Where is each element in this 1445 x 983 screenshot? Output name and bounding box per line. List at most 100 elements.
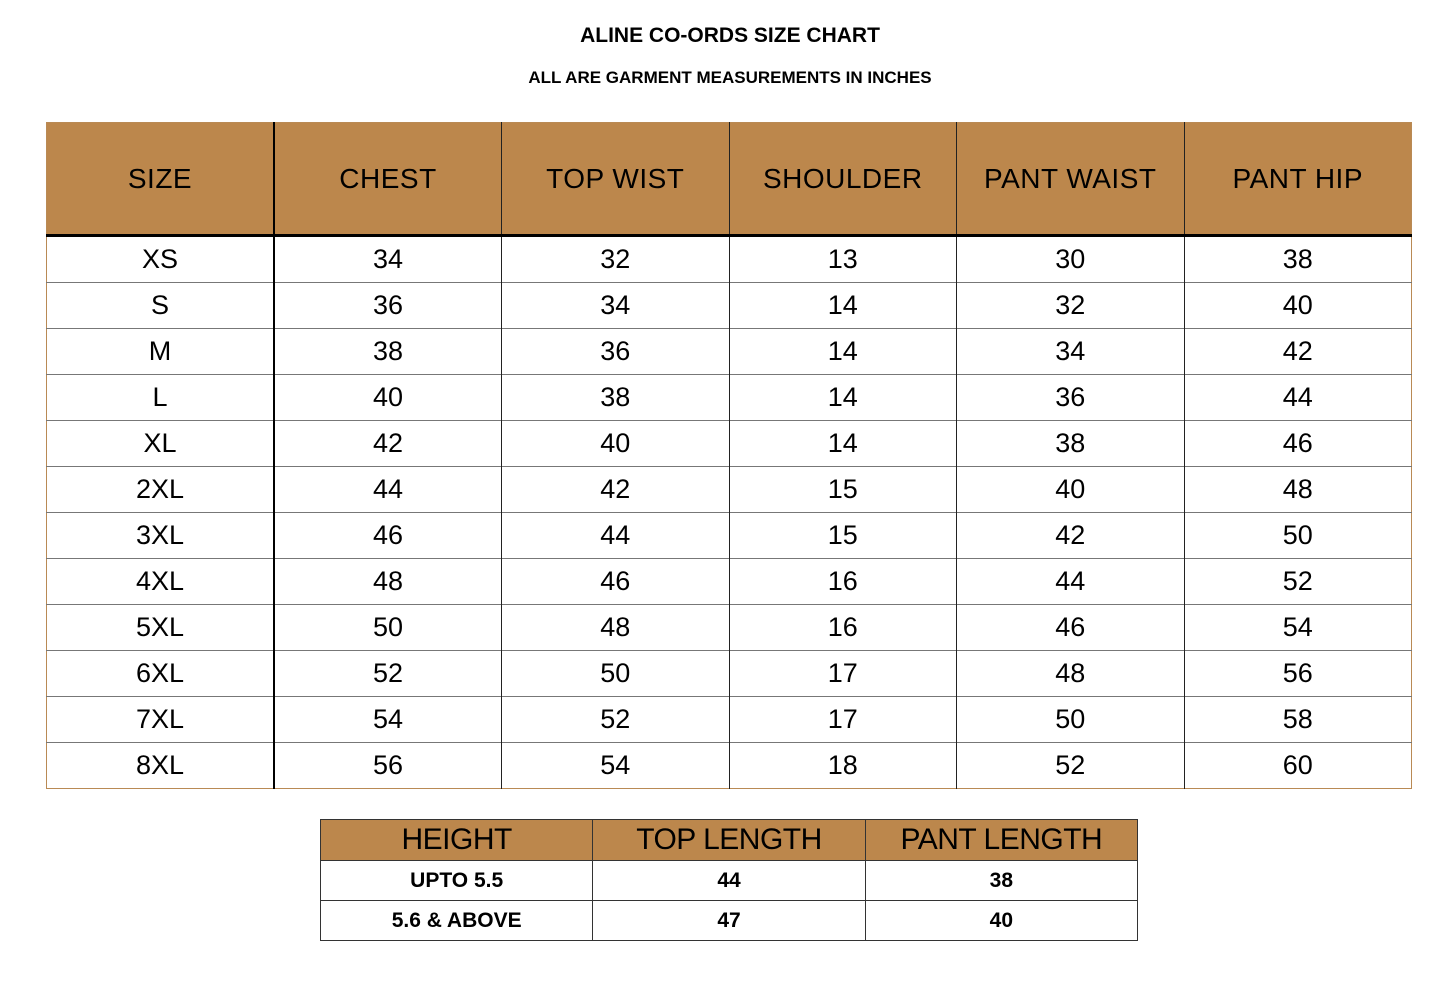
table-cell: 30 <box>956 235 1184 283</box>
table-cell: 5XL <box>46 604 274 651</box>
table-cell: 34 <box>273 235 502 283</box>
column-header: SIZE <box>46 122 274 237</box>
table-cell: 50 <box>501 650 729 697</box>
column-header: PANT WAIST <box>956 122 1184 237</box>
table-cell: 40 <box>956 466 1184 513</box>
table-cell: 17 <box>728 696 957 743</box>
table-cell: 32 <box>956 282 1184 329</box>
page-subtitle: ALL ARE GARMENT MEASUREMENTS IN INCHES <box>528 68 932 87</box>
table-cell: 36 <box>501 328 729 375</box>
table-row: 7XL 54 52 17 50 58 <box>46 696 1412 743</box>
table-cell: 44 <box>592 860 866 901</box>
table-cell: 46 <box>501 558 729 605</box>
table-cell: 42 <box>501 466 729 513</box>
table-cell: 14 <box>728 374 957 421</box>
table-cell: 15 <box>728 466 957 513</box>
table-cell: 44 <box>273 466 502 513</box>
table-cell: 38 <box>501 374 729 421</box>
table-cell: UPTO 5.5 <box>319 860 593 901</box>
table-row: UPTO 5.5 44 38 <box>319 860 1138 901</box>
table-cell: 46 <box>1183 420 1412 467</box>
table-cell: 14 <box>728 328 957 375</box>
table-row: 5.6 & ABOVE 47 40 <box>319 900 1138 941</box>
table-cell: 16 <box>728 604 957 651</box>
length-table-body: UPTO 5.5 44 38 5.6 & ABOVE 47 40 <box>319 860 1138 941</box>
table-cell: M <box>46 328 274 375</box>
table-cell: 34 <box>956 328 1184 375</box>
table-cell: L <box>46 374 274 421</box>
table-cell: XL <box>46 420 274 467</box>
table-cell: 34 <box>501 282 729 329</box>
table-row: 4XL 48 46 16 44 52 <box>46 558 1412 605</box>
table-row: 5XL 50 48 16 46 54 <box>46 604 1412 651</box>
table-cell: 60 <box>1183 742 1412 789</box>
table-cell: 52 <box>1183 558 1412 605</box>
table-cell: 40 <box>501 420 729 467</box>
table-row: 8XL 56 54 18 52 60 <box>46 742 1412 789</box>
table-cell: 46 <box>273 512 502 559</box>
table-cell: 40 <box>864 900 1138 941</box>
table-row: XS 34 32 13 30 38 <box>46 235 1412 283</box>
table-cell: 54 <box>273 696 502 743</box>
size-chart-table: SIZE CHEST TOP WIST SHOULDER PANT WAIST PANT … <box>46 122 1412 789</box>
table-cell: 32 <box>501 235 729 283</box>
table-cell: S <box>46 282 274 329</box>
column-header: SHOULDER <box>728 122 957 237</box>
table-cell: 46 <box>956 604 1184 651</box>
table-cell: 2XL <box>46 466 274 513</box>
table-cell: 56 <box>1183 650 1412 697</box>
table-cell: 6XL <box>46 650 274 697</box>
table-cell: 54 <box>1183 604 1412 651</box>
table-cell: 50 <box>273 604 502 651</box>
table-cell: 44 <box>1183 374 1412 421</box>
page-title: ALINE CO-ORDS SIZE CHART <box>580 24 880 47</box>
table-cell: 4XL <box>46 558 274 605</box>
table-cell: 38 <box>956 420 1184 467</box>
column-header: TOP WIST <box>501 122 729 237</box>
table-cell: 48 <box>1183 466 1412 513</box>
length-chart-table: HEIGHT TOP LENGTH PANT LENGTH UPTO 5.5 44 38… <box>319 819 1138 941</box>
table-cell: 50 <box>956 696 1184 743</box>
table-cell: 36 <box>956 374 1184 421</box>
table-row: L 40 38 14 36 44 <box>46 374 1412 421</box>
table-cell: 48 <box>501 604 729 651</box>
table-cell: 18 <box>728 742 957 789</box>
table-cell: 16 <box>728 558 957 605</box>
table-cell: 38 <box>864 860 1138 901</box>
table-cell: 38 <box>273 328 502 375</box>
length-table-header-row: HEIGHT TOP LENGTH PANT LENGTH <box>319 819 1138 861</box>
table-cell: 48 <box>273 558 502 605</box>
table-cell: 56 <box>273 742 502 789</box>
column-header: TOP LENGTH <box>592 819 866 861</box>
size-table-header-row: SIZE CHEST TOP WIST SHOULDER PANT WAIST PANT … <box>46 122 1412 237</box>
table-cell: 50 <box>1183 512 1412 559</box>
column-header: PANT HIP <box>1183 122 1412 237</box>
size-table-body: XS 34 32 13 30 38 S 36 34 14 32 40 M 38 36 14 34 42 L 40 38 1… <box>46 235 1412 789</box>
table-cell: 17 <box>728 650 957 697</box>
table-cell: 42 <box>273 420 502 467</box>
table-cell: 3XL <box>46 512 274 559</box>
table-cell: 15 <box>728 512 957 559</box>
table-cell: 42 <box>956 512 1184 559</box>
table-cell: 54 <box>501 742 729 789</box>
table-cell: 48 <box>956 650 1184 697</box>
table-cell: 40 <box>1183 282 1412 329</box>
table-row: S 36 34 14 32 40 <box>46 282 1412 329</box>
table-row: M 38 36 14 34 42 <box>46 328 1412 375</box>
table-cell: 14 <box>728 420 957 467</box>
table-cell: 52 <box>273 650 502 697</box>
table-cell: 8XL <box>46 742 274 789</box>
table-row: 2XL 44 42 15 40 48 <box>46 466 1412 513</box>
table-cell: 47 <box>592 900 866 941</box>
table-cell: 38 <box>1183 235 1412 283</box>
table-row: XL 42 40 14 38 46 <box>46 420 1412 467</box>
table-cell: 44 <box>956 558 1184 605</box>
table-row: 3XL 46 44 15 42 50 <box>46 512 1412 559</box>
column-header: HEIGHT <box>319 819 593 861</box>
table-cell: 13 <box>728 235 957 283</box>
table-cell: 52 <box>501 696 729 743</box>
table-cell: 14 <box>728 282 957 329</box>
table-cell: 52 <box>956 742 1184 789</box>
table-cell: 40 <box>273 374 502 421</box>
column-header: CHEST <box>273 122 502 237</box>
